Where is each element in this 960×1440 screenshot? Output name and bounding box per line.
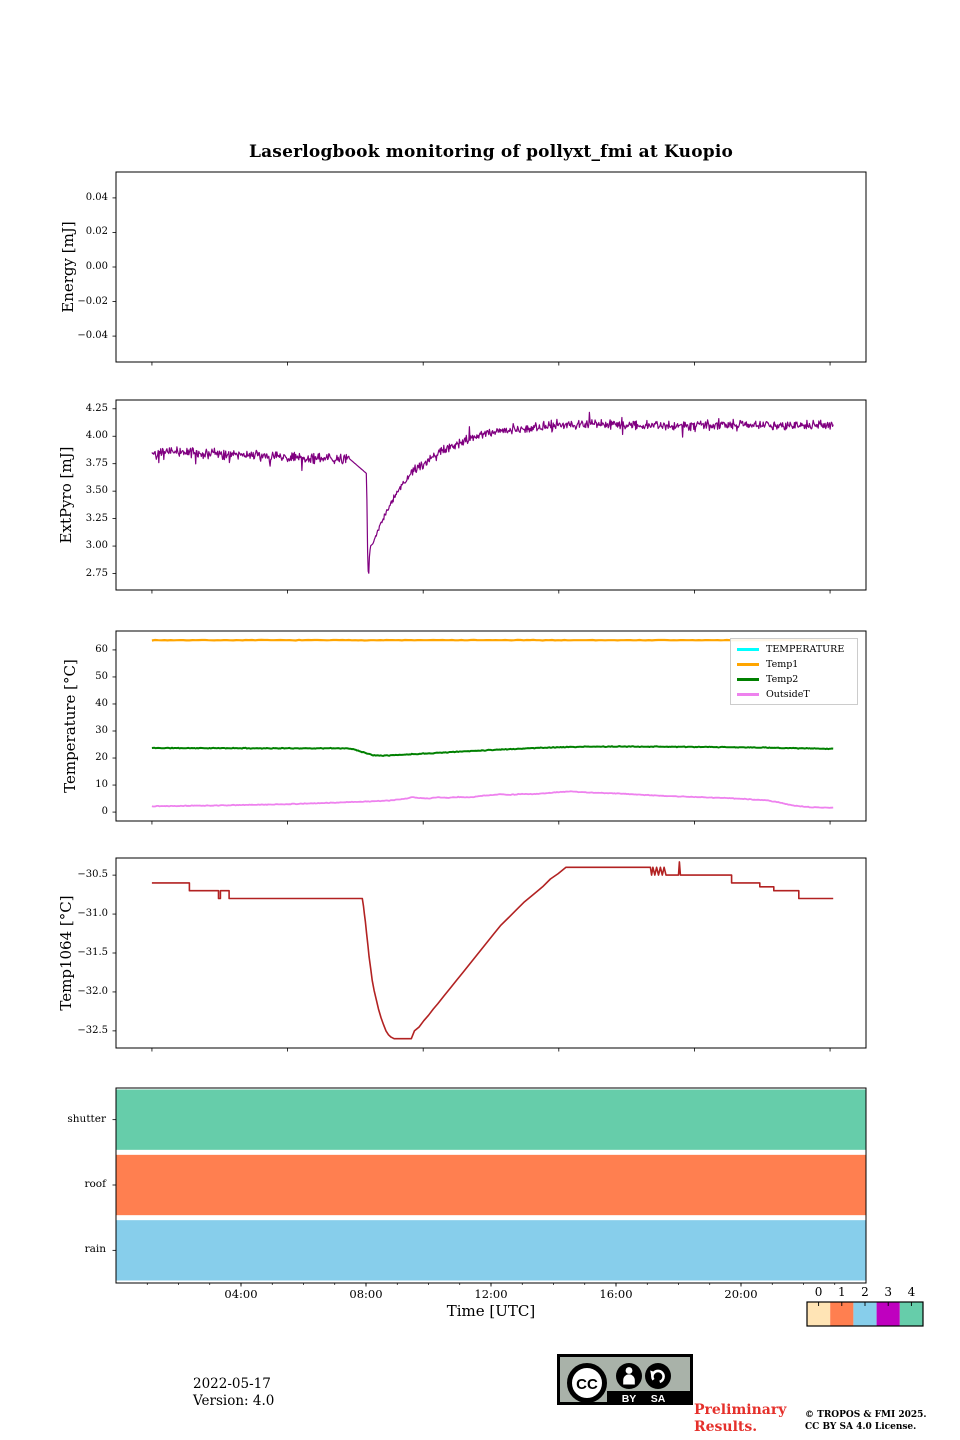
cc-logo-text: CC <box>576 1376 598 1393</box>
x-tick-label: 16:00 <box>599 1287 633 1301</box>
colorbar-label: 2 <box>861 1285 869 1299</box>
series-OutsideT <box>151 790 834 809</box>
sa-arrow-icon <box>645 1363 671 1389</box>
legend-label: Temp2 <box>766 674 799 685</box>
y-tick-label: 3.50 <box>85 485 108 497</box>
y-tick-label: 0.02 <box>85 226 108 238</box>
xaxis-title: Time [UTC] <box>446 1302 536 1320</box>
y-tick-label: 30 <box>95 725 108 736</box>
legend-item: OutsideT <box>737 687 857 702</box>
date-text: 2022-05-17 <box>193 1376 271 1392</box>
y-tick-label: 2.75 <box>85 567 108 579</box>
y-tick-label: −31.0 <box>77 908 108 920</box>
status-bar-shutter <box>116 1089 866 1150</box>
badge-black-strip <box>607 1391 691 1404</box>
y-tick-label: −32.5 <box>77 1024 108 1036</box>
copyright-text: © TROPOS & FMI 2025. CC BY SA 4.0 Licens… <box>805 1410 927 1432</box>
temperature-legend: TEMPERATURE Temp1 Temp2 OutsideT <box>730 638 858 705</box>
legend-label: TEMPERATURE <box>766 644 845 655</box>
colorbar-label: 0 <box>814 1285 823 1299</box>
legend-line-swatch <box>737 693 759 696</box>
colorbar-segment-2 <box>853 1302 877 1326</box>
y-tick-label: 3.00 <box>85 540 108 552</box>
colorbar-label: 4 <box>907 1285 916 1299</box>
y-tick-label: 4.00 <box>85 430 108 442</box>
preliminary-results-stamp: Preliminary Results. <box>694 1402 787 1435</box>
cc-by-sa-badge: CC BY SA <box>557 1354 693 1405</box>
badge-by-text: BY <box>622 1393 637 1405</box>
x-tick-label: 04:00 <box>224 1287 258 1301</box>
x-tick-label: 20:00 <box>724 1287 758 1301</box>
y-tick-label: 3.75 <box>85 457 108 469</box>
y-tick-label: −0.04 <box>77 330 108 342</box>
panel-frame-extpyro <box>115 399 867 591</box>
legend-label: OutsideT <box>766 689 810 700</box>
colorbar-frame <box>806 1301 924 1327</box>
legend-label: Temp1 <box>766 659 799 670</box>
x-tick-label: 08:00 <box>349 1287 383 1301</box>
legend-line-swatch <box>737 648 759 651</box>
status-bar-rain <box>116 1220 866 1281</box>
y-tick-label: −31.5 <box>77 947 108 958</box>
y-tick-label: 4.25 <box>85 402 108 414</box>
figure-title: Laserlogbook monitoring of pollyxt_fmi a… <box>248 142 734 162</box>
y-tick-label: 0.00 <box>85 261 108 272</box>
colorbar-segment-1 <box>830 1302 854 1326</box>
series-ExtPyro <box>151 411 834 574</box>
y-tick-label: 0 <box>101 806 108 818</box>
y-tick-label: 10 <box>95 779 108 791</box>
x-tick-label: 12:00 <box>474 1287 508 1301</box>
bar-label-roof: roof <box>84 1178 106 1190</box>
y-tick-label: 60 <box>95 643 108 655</box>
version-text: Version: 4.0 <box>193 1393 275 1409</box>
colorbar-segment-0 <box>807 1302 831 1326</box>
y-tick-label: 50 <box>95 670 108 682</box>
colorbar-segment-3 <box>876 1302 900 1326</box>
legend-item: Temp1 <box>737 657 857 672</box>
status-bar-roof <box>116 1154 866 1216</box>
y-tick-label: −32.0 <box>77 985 108 997</box>
series-Temp1 <box>151 638 831 642</box>
colorbar-label: 3 <box>884 1285 892 1299</box>
legend-line-swatch <box>737 663 759 666</box>
date-version-stamp: 2022-05-17 Version: 4.0 <box>193 1376 274 1410</box>
bar-label-rain: rain <box>84 1243 106 1256</box>
legend-item: Temp2 <box>737 672 857 687</box>
colorbar-segment-4 <box>899 1302 923 1326</box>
panel-frame-temp1064 <box>115 857 867 1049</box>
cc-logo-icon <box>567 1363 607 1403</box>
y-tick-label: −30.5 <box>77 869 108 881</box>
y-tick-label: 20 <box>95 752 108 764</box>
colorbar-label: 1 <box>837 1285 846 1299</box>
y-tick-label: 0.04 <box>85 191 108 203</box>
legend-line-swatch <box>737 678 759 681</box>
badge-sa-text: SA <box>651 1393 666 1405</box>
series-Temp1064 <box>151 861 834 1040</box>
series-Temp2 <box>151 745 834 757</box>
panel-frame-energy <box>115 171 867 363</box>
y-tick-label: 3.25 <box>85 512 108 524</box>
legend-item: TEMPERATURE <box>737 642 857 657</box>
panel-frame-temperature <box>115 630 867 822</box>
panel-frame-status <box>115 1087 867 1284</box>
y-tick-label: −0.02 <box>77 295 108 307</box>
y-tick-label: 40 <box>95 697 108 709</box>
bar-label-shutter: shutter <box>67 1112 106 1125</box>
